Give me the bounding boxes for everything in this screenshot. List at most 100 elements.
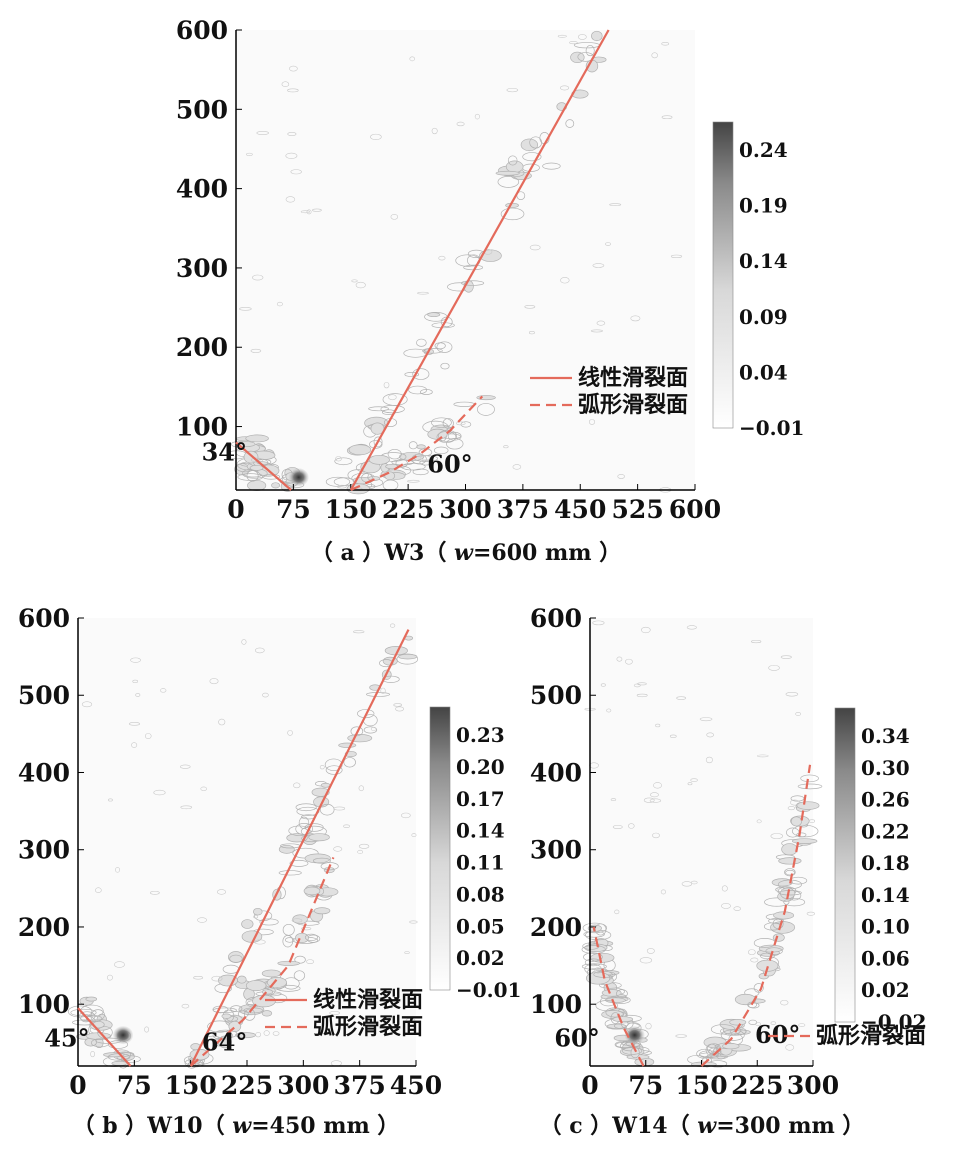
colorbar	[712, 121, 734, 429]
contour-blob	[696, 1048, 713, 1059]
contour-speck	[160, 688, 167, 693]
caption-variable: w	[232, 1113, 252, 1139]
colorbar-tick-label: 0.02	[861, 978, 910, 1002]
contour-speck	[676, 696, 687, 700]
contour-blob	[303, 886, 321, 896]
contour-blob	[379, 659, 394, 668]
contour-blob	[245, 980, 267, 992]
contour-blob	[369, 440, 383, 449]
contour-blob	[433, 446, 449, 455]
chart-panel-a: 0 75 150 225 300 375 450 525 6001002003004005006…	[176, 16, 805, 566]
contour-blob	[768, 918, 785, 924]
contour-speck	[287, 730, 293, 736]
contour-speck	[383, 381, 390, 389]
contour-speck	[319, 765, 325, 770]
contour-blob	[729, 1019, 747, 1026]
caption-variable: w	[697, 1113, 717, 1139]
contour-blob	[771, 878, 793, 887]
contour-speck	[405, 1018, 416, 1023]
contour-speck	[639, 957, 653, 964]
contour-blob	[230, 1005, 243, 1012]
contour-speck	[524, 304, 536, 309]
contour-speck	[193, 976, 204, 980]
contour-speck	[637, 682, 647, 686]
contour-blob	[582, 922, 608, 934]
contour-speck	[343, 824, 350, 828]
contour-speck	[329, 1011, 340, 1015]
colorbar-tick-label: −0.02	[861, 1010, 926, 1034]
contour-blob	[320, 862, 339, 871]
contour-blob	[278, 870, 302, 876]
contour-blob	[212, 1007, 237, 1013]
contour-speck	[776, 887, 782, 894]
contour-speck	[200, 786, 207, 791]
contour-blob	[325, 476, 351, 487]
contour-speck	[181, 1003, 190, 1009]
y-tick-label: 100	[18, 990, 70, 1019]
contour-speck	[393, 703, 403, 707]
contour-speck	[285, 152, 298, 159]
contour-speck	[755, 1021, 761, 1027]
contour-speck	[255, 1031, 262, 1038]
contour-blob	[781, 843, 798, 856]
x-tick-label: 375	[334, 1071, 386, 1100]
arc-slip-line	[350, 395, 484, 492]
linear-slip-line	[77, 1007, 132, 1067]
colorbar-tick-label: 0.17	[456, 787, 505, 811]
contour-blob	[420, 389, 433, 395]
contour-speck	[114, 961, 125, 968]
colorbar-tick-label: 0.24	[739, 138, 788, 162]
contour-speck	[153, 789, 166, 796]
y-tick-label: 600	[530, 604, 582, 633]
contour-speck	[290, 169, 302, 175]
contour-blob	[304, 823, 324, 832]
colorbar-tick-label: 0.19	[739, 194, 788, 218]
arc-slip-line	[189, 856, 335, 1067]
contour-blob	[334, 457, 353, 466]
y-tick-label: 100	[530, 990, 582, 1019]
contour-texture	[67, 623, 419, 1069]
contour-speck	[252, 274, 264, 281]
contour-blob	[247, 480, 267, 491]
colorbar	[429, 706, 451, 991]
angle-label: 60°	[554, 1024, 599, 1053]
colorbar-tick-label: 0.06	[861, 946, 910, 970]
contour-speck	[306, 959, 315, 964]
y-tick-label: 300	[530, 836, 582, 865]
contour-speck	[787, 806, 796, 811]
contour-blob	[295, 803, 317, 812]
contour-speck	[560, 277, 570, 284]
contour-speck	[686, 625, 697, 630]
contour-speck	[287, 132, 297, 136]
contour-speck	[209, 678, 219, 685]
contour-blob	[783, 897, 806, 907]
contour-speck	[135, 693, 141, 697]
contour-speck	[705, 756, 713, 764]
arc-slip-line	[592, 926, 645, 1067]
contour-speck	[675, 1034, 687, 1038]
x-tick-label: 525	[612, 495, 664, 524]
colorbar-tick-label: 0.18	[861, 851, 910, 875]
colorbar-tick-label: −0.01	[456, 978, 521, 1002]
contour-blob	[500, 207, 525, 221]
contour-speck	[254, 939, 266, 945]
contour-speck	[630, 315, 641, 322]
contour-blob	[612, 1016, 634, 1023]
contour-speck	[431, 127, 438, 135]
contour-blob	[785, 869, 795, 876]
contour-speck	[616, 656, 623, 662]
contour-speck	[128, 722, 141, 726]
y-tick-label: 400	[176, 175, 228, 204]
contour-blob	[278, 844, 295, 854]
contour-speck	[474, 113, 480, 120]
contour-blob	[289, 859, 309, 867]
contour-speck	[306, 209, 312, 215]
contour-speck	[395, 706, 405, 712]
contour-blob	[348, 444, 372, 456]
contour-blob	[595, 1000, 618, 1012]
y-tick-label: 500	[530, 681, 582, 710]
contour-blob	[583, 952, 603, 962]
contour-blob	[797, 783, 823, 790]
contour-speck	[617, 474, 625, 479]
x-tick-label: 150	[675, 1071, 727, 1100]
